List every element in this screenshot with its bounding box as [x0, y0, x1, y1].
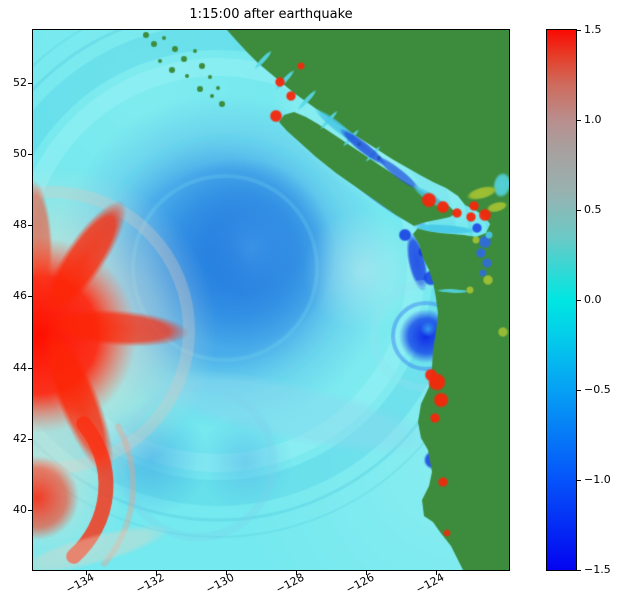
x-tick-label: −132	[133, 570, 166, 597]
y-tick-label: 40	[13, 502, 27, 516]
x-tick-mark	[365, 571, 367, 575]
y-tick-mark	[28, 154, 32, 156]
y-tick-label: 50	[13, 147, 27, 161]
x-tick-mark	[295, 571, 297, 575]
colorbar-tick-label: −1.5	[584, 563, 611, 576]
x-tick-mark	[435, 571, 437, 575]
y-tick-mark	[28, 509, 32, 511]
y-tick-mark	[28, 367, 32, 369]
y-tick-label: 42	[13, 431, 27, 445]
colorbar-tick-mark	[577, 210, 581, 211]
colorbar-tick-mark	[577, 570, 581, 571]
y-tick-mark	[28, 296, 32, 298]
y-tick-mark	[28, 225, 32, 227]
y-tick-label: 48	[13, 218, 27, 232]
colorbar-tick-mark	[577, 390, 581, 391]
x-tick-label: −130	[203, 570, 236, 597]
y-tick-mark	[28, 83, 32, 85]
x-tick-label: −126	[343, 570, 376, 597]
y-tick-mark	[28, 438, 32, 440]
x-tick-mark	[155, 571, 157, 575]
colorbar-tick-mark	[577, 30, 581, 31]
x-tick-label: −134	[63, 570, 96, 597]
colorbar-tick-label: −0.5	[584, 383, 611, 396]
y-tick-label: 46	[13, 289, 27, 303]
y-tick-label: 52	[13, 76, 27, 90]
x-tick-mark	[85, 571, 87, 575]
colorbar-tick-label: 0.0	[584, 293, 602, 306]
x-tick-label: −124	[413, 570, 446, 597]
y-tick-label: 44	[13, 360, 27, 374]
colorbar	[546, 29, 577, 571]
colorbar-tick-mark	[577, 120, 581, 121]
x-tick-label: −128	[273, 570, 306, 597]
x-tick-mark	[225, 571, 227, 575]
colorbar-tick-label: 1.5	[584, 23, 602, 36]
map-plot-area	[32, 29, 510, 571]
colorbar-tick-mark	[577, 300, 581, 301]
colorbar-tick-mark	[577, 480, 581, 481]
tsunami-heatmap-canvas	[33, 30, 509, 570]
colorbar-tick-label: 0.5	[584, 203, 602, 216]
plot-title: 1:15:00 after earthquake	[189, 7, 353, 22]
colorbar-tick-label: 1.0	[584, 113, 602, 126]
colorbar-tick-label: −1.0	[584, 473, 611, 486]
